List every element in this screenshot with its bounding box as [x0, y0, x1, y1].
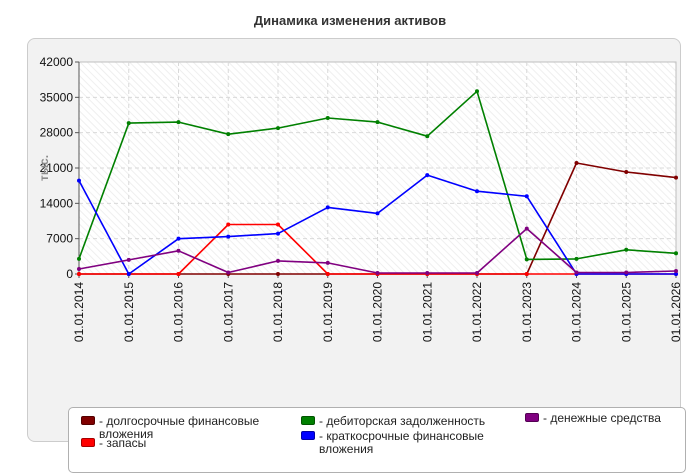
- data-point: [624, 270, 629, 275]
- y-tick-label: 28000: [40, 126, 74, 140]
- series-5: [77, 226, 678, 275]
- x-tick-label: 01.01.2016: [172, 282, 186, 342]
- data-point: [425, 270, 430, 275]
- y-tick-label: 0: [66, 267, 73, 281]
- y-tick-label: 42000: [40, 55, 74, 69]
- series-3: [77, 89, 678, 262]
- data-point: [126, 272, 131, 276]
- data-point: [475, 189, 479, 194]
- data-point: [674, 175, 678, 180]
- data-point: [325, 116, 330, 121]
- data-point: [375, 211, 380, 216]
- y-tick-label: 35000: [40, 90, 74, 104]
- legend-label: - краткосрочные финансовые вложения: [319, 429, 484, 456]
- legend-label: - денежные средства: [543, 411, 661, 425]
- data-point: [276, 222, 280, 227]
- data-point: [226, 234, 231, 239]
- data-point: [325, 272, 330, 276]
- x-tick-label: 01.01.2020: [371, 282, 385, 342]
- data-point: [226, 132, 231, 137]
- y-tick-label: 14000: [40, 196, 74, 210]
- data-point: [126, 257, 131, 262]
- y-axis-label: тыс.: [37, 155, 51, 181]
- data-point: [375, 270, 380, 275]
- legend-swatch: [301, 416, 315, 425]
- x-tick-label: 01.01.2025: [619, 282, 633, 342]
- data-point: [176, 120, 181, 125]
- data-point: [276, 272, 280, 276]
- data-point: [574, 256, 579, 261]
- data-point: [226, 222, 231, 227]
- data-point: [325, 260, 330, 265]
- series-lines: [77, 89, 678, 276]
- x-tick-label: 01.01.2022: [470, 282, 484, 342]
- x-tick-label: 01.01.2019: [321, 282, 335, 342]
- x-tick-label: 01.01.2017: [221, 282, 235, 342]
- data-point: [475, 270, 479, 275]
- data-point: [574, 160, 579, 165]
- legend-label: - долгосрочные финансовые вложения: [99, 414, 260, 441]
- data-point: [176, 248, 181, 253]
- data-point: [325, 205, 330, 210]
- data-point: [77, 272, 81, 276]
- data-point: [524, 226, 529, 231]
- legend-swatch: [525, 413, 539, 422]
- legend: - долгосрочные финансовые вложения - запа…: [68, 407, 686, 473]
- data-point: [475, 89, 479, 94]
- data-point: [674, 272, 678, 276]
- data-point: [226, 270, 231, 275]
- data-point: [524, 194, 529, 199]
- line-chart: 0 7000 14000 21000 28000 35000 42000 01.01.2014…: [37, 55, 682, 342]
- legend-swatch: [81, 416, 95, 425]
- data-point: [176, 272, 181, 276]
- data-point: [624, 170, 629, 175]
- x-tick-label: 01.01.2014: [72, 282, 86, 342]
- data-point: [126, 121, 131, 126]
- x-tick-label: 01.01.2023: [520, 282, 534, 342]
- data-point: [425, 173, 430, 178]
- legend-label: - дебиторская задолженность: [319, 414, 486, 428]
- x-tick-label: 01.01.2026: [669, 282, 682, 342]
- x-tick-label: 01.01.2015: [122, 282, 136, 342]
- chart-panel: 0 7000 14000 21000 28000 35000 42000 01.01.2014…: [27, 38, 686, 473]
- data-point: [524, 257, 529, 262]
- data-point: [674, 268, 678, 273]
- y-tick-label: 21000: [40, 161, 74, 175]
- data-point: [276, 126, 280, 131]
- data-point: [77, 266, 81, 271]
- legend-swatch: [301, 431, 315, 440]
- x-tick-label: 01.01.2018: [271, 282, 285, 342]
- legend-swatch: [81, 438, 95, 447]
- data-point: [674, 251, 678, 256]
- x-tick-label: 01.01.2021: [420, 282, 434, 342]
- data-point: [624, 247, 629, 252]
- data-point: [375, 120, 380, 125]
- data-point: [524, 272, 529, 276]
- chart-title: Динамика изменения активов: [253, 13, 447, 28]
- data-point: [574, 270, 579, 275]
- data-point: [276, 231, 280, 236]
- legend-label: - запасы: [99, 436, 147, 450]
- x-tick-label: 01.01.2024: [570, 282, 584, 342]
- data-point: [77, 256, 81, 261]
- data-point: [77, 178, 81, 183]
- data-point: [276, 258, 280, 263]
- data-point: [425, 134, 430, 139]
- y-tick-label: 7000: [46, 232, 73, 246]
- data-point: [176, 236, 181, 241]
